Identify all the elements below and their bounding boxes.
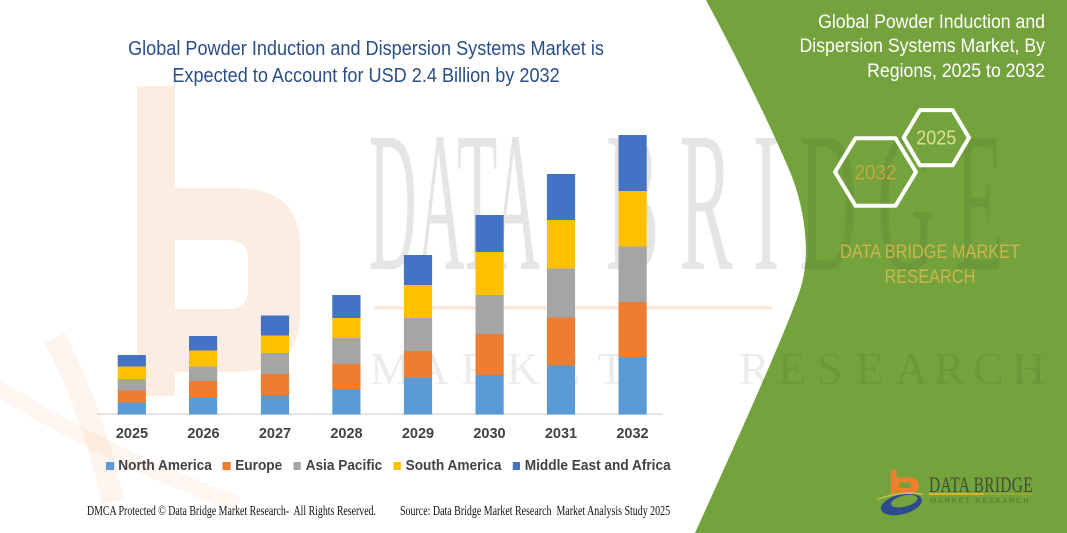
svg-text:2025: 2025	[916, 128, 956, 150]
svg-text:DATA: DATA	[369, 92, 540, 314]
svg-text:2032: 2032	[854, 162, 896, 185]
